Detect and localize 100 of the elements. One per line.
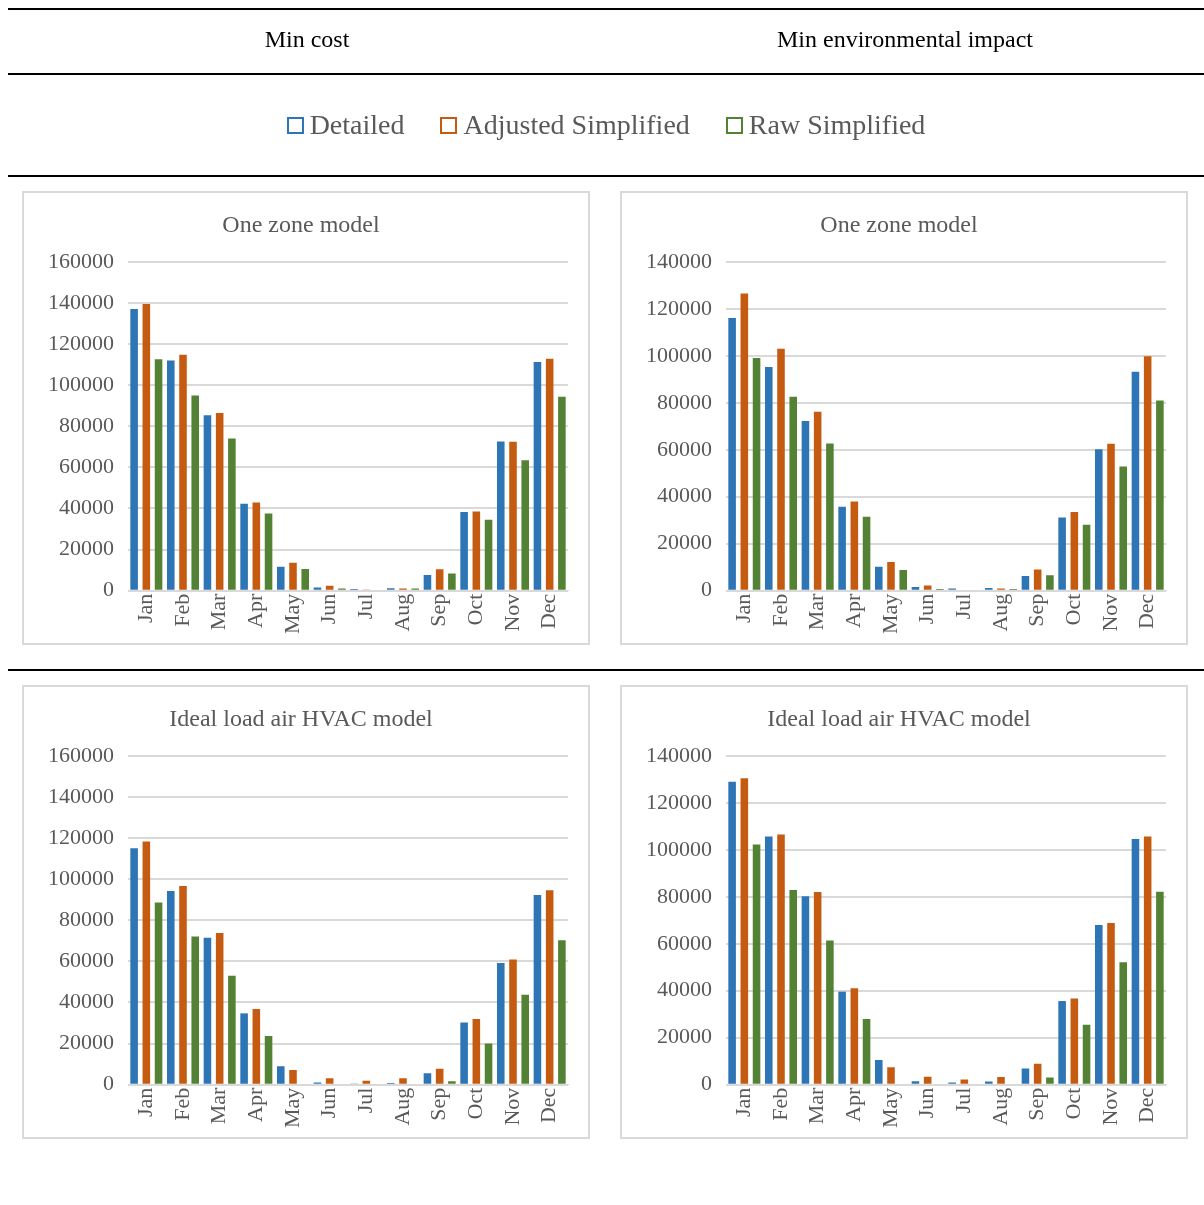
x-tick-label: May <box>876 1087 902 1128</box>
bar <box>496 962 505 1084</box>
bar <box>399 1078 407 1084</box>
bar <box>276 566 285 590</box>
bar <box>191 395 200 590</box>
y-tick-label: 60000 <box>657 435 712 461</box>
bar <box>1094 924 1103 1084</box>
x-tick-label: Sep <box>425 1087 451 1121</box>
y-tick-label: 20000 <box>59 1029 114 1055</box>
bar <box>740 293 749 590</box>
x-tick-label: Jun <box>315 1087 341 1119</box>
bar <box>1033 1063 1042 1084</box>
bar <box>325 585 334 590</box>
bar <box>1070 998 1079 1084</box>
bar <box>923 1076 932 1084</box>
x-tick-label: Feb <box>168 593 194 627</box>
bar <box>1094 449 1103 590</box>
y-tick-label: 0 <box>103 1070 114 1096</box>
x-tick-label: Jun <box>913 593 939 625</box>
bar <box>1021 1068 1030 1084</box>
bar <box>752 357 761 590</box>
bar <box>460 511 468 590</box>
x-tick-label: Mar <box>205 593 231 631</box>
bar <box>435 569 444 590</box>
bar <box>448 1081 456 1084</box>
bar <box>850 988 859 1084</box>
y-tick-label: 0 <box>701 1070 712 1096</box>
y-tick-label: 120000 <box>48 823 114 849</box>
bar <box>558 396 566 590</box>
bar <box>862 1018 871 1084</box>
bar <box>252 1009 261 1084</box>
x-tick-label: Aug <box>986 593 1012 632</box>
bar <box>313 587 322 590</box>
bar <box>179 885 187 1084</box>
y-tick-label: 80000 <box>657 882 712 908</box>
x-tick-label: Nov <box>498 1087 524 1126</box>
bar <box>240 503 248 590</box>
x-tick-label: Dec <box>535 593 561 630</box>
bar <box>289 1070 297 1084</box>
chart-title: Ideal load air HVAC model <box>169 704 434 731</box>
y-tick-label: 140000 <box>646 247 712 273</box>
bar <box>228 975 236 1084</box>
bar <box>154 359 163 590</box>
x-tick-label: Feb <box>168 1087 194 1121</box>
x-tick-label: Sep <box>425 593 451 627</box>
x-tick-label: Jan <box>730 593 756 623</box>
y-tick-label: 60000 <box>59 453 114 479</box>
x-tick-label: Aug <box>388 1087 414 1126</box>
bar <box>911 1081 920 1084</box>
y-tick-label: 140000 <box>646 741 712 767</box>
y-tick-label: 80000 <box>59 906 114 932</box>
bar <box>252 502 261 590</box>
bar <box>813 411 822 590</box>
bar <box>521 994 530 1084</box>
bar <box>1156 891 1164 1084</box>
bar <box>764 836 773 1084</box>
bar <box>1156 400 1164 590</box>
legend-label: Raw Simplified <box>748 109 926 141</box>
legend-label: Detailed <box>309 109 405 141</box>
bar <box>533 894 542 1084</box>
bar <box>728 317 736 590</box>
chart-title: Ideal load air HVAC model <box>767 704 1032 731</box>
bar <box>203 937 212 1084</box>
chart-subtitle: Min environmental impact <box>776 25 1034 54</box>
bar <box>874 1060 883 1084</box>
y-tick-label: 40000 <box>59 988 114 1014</box>
bar <box>558 940 566 1084</box>
x-tick-label: Aug <box>388 593 414 632</box>
bar <box>838 506 846 590</box>
x-tick-label: Mar <box>803 1087 829 1125</box>
y-tick-label: 120000 <box>646 294 712 320</box>
bar <box>215 413 224 590</box>
bar <box>545 358 554 590</box>
y-tick-label: 160000 <box>48 247 114 273</box>
bar <box>1131 838 1140 1084</box>
legend-label: Adjusted Simplified <box>463 109 690 141</box>
bar <box>862 516 871 590</box>
bar <box>203 415 212 590</box>
bar <box>1143 836 1152 1084</box>
x-tick-label: May <box>278 593 304 634</box>
y-tick-label: 100000 <box>48 370 114 396</box>
x-tick-label: Feb <box>766 1087 792 1121</box>
bar <box>789 396 798 590</box>
x-tick-label: Apr <box>840 593 866 628</box>
bar <box>484 519 493 590</box>
bar <box>777 834 785 1084</box>
x-tick-label: Jul <box>352 1087 378 1114</box>
bar <box>826 443 834 590</box>
x-tick-label: Oct <box>1060 1087 1086 1120</box>
x-tick-label: Dec <box>535 1087 561 1124</box>
bar <box>179 354 187 590</box>
bar <box>166 891 175 1084</box>
y-tick-label: 100000 <box>48 864 114 890</box>
y-tick-label: 0 <box>103 576 114 602</box>
bar <box>301 568 310 590</box>
bar <box>764 367 773 590</box>
bar <box>1046 575 1054 590</box>
bar <box>752 844 761 1084</box>
x-tick-label: Nov <box>1096 1087 1122 1126</box>
bar <box>728 781 736 1084</box>
